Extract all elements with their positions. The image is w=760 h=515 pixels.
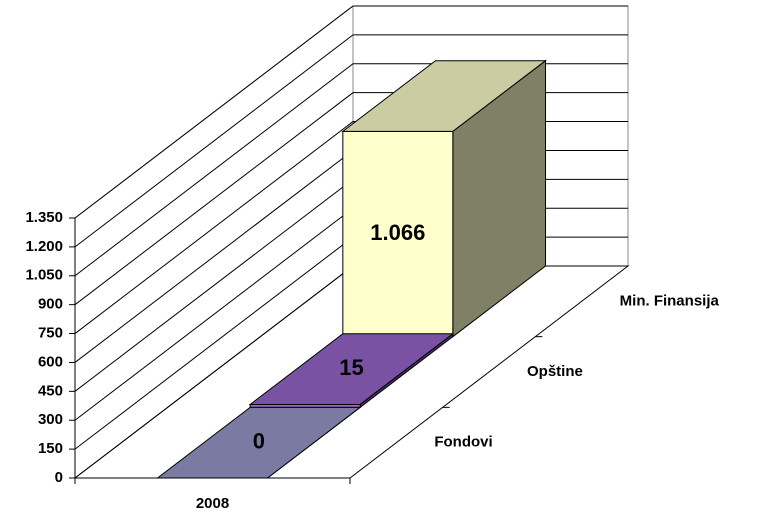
value-label: 15 <box>339 355 363 380</box>
x-tick-label: 2008 <box>196 495 229 512</box>
series-label: Min. Finansija <box>620 292 720 309</box>
y-tick-label: 1.350 <box>25 209 63 226</box>
y-tick-label: 0 <box>55 469 63 486</box>
y-tick-label: 750 <box>38 325 63 342</box>
y-tick-label: 1.200 <box>25 238 63 255</box>
y-tick-label: 300 <box>38 411 63 428</box>
value-label: 1.066 <box>370 220 425 245</box>
y-tick-label: 150 <box>38 440 63 457</box>
bar-top <box>341 60 547 132</box>
y-tick-label: 1.050 <box>25 267 63 284</box>
bar-top <box>248 333 455 405</box>
value-label: 0 <box>253 428 265 453</box>
y-tick-label: 900 <box>38 296 63 313</box>
grid-line <box>74 5 628 219</box>
y-tick-label: 600 <box>38 353 63 370</box>
series-label: Fondovi <box>434 434 492 451</box>
series-label: Opštine <box>527 363 583 380</box>
grid-line <box>74 34 628 248</box>
bar-top <box>156 406 362 479</box>
y-tick-label: 450 <box>38 382 63 399</box>
